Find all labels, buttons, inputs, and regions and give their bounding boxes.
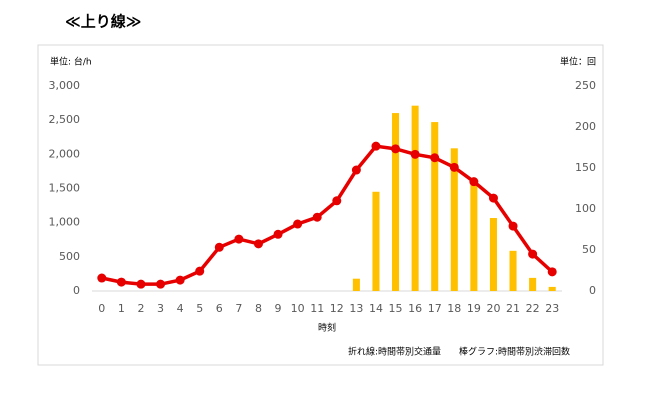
x-tick-label: 6 — [216, 302, 223, 315]
x-tick-label: 20 — [486, 302, 500, 315]
bar — [470, 182, 478, 291]
annotation: 棒グラフ:時間帯別渋滞回数 — [459, 346, 570, 358]
x-tick-label: 0 — [98, 302, 105, 315]
x-tick-label: 10 — [291, 302, 305, 315]
line-marker — [293, 219, 303, 229]
x-tick-label: 1 — [118, 302, 125, 315]
y2-tick-label: 250 — [575, 79, 596, 92]
line-marker — [410, 149, 420, 159]
line-marker — [253, 239, 263, 249]
x-tick-label: 3 — [157, 302, 164, 315]
chart-frame — [37, 44, 604, 366]
y2-tick-label: 150 — [575, 161, 596, 174]
x-tick-label: 15 — [389, 302, 403, 315]
y2-unit-label: 単位：回 — [560, 56, 596, 68]
x-tick-label: 11 — [310, 302, 324, 315]
x-tick-label: 17 — [428, 302, 442, 315]
x-tick-label: 12 — [330, 302, 344, 315]
line-marker — [97, 273, 107, 283]
y-tick-label: 1,000 — [49, 216, 81, 229]
line — [101, 144, 554, 286]
line-marker — [195, 266, 205, 276]
y-unit-label: 単位: 台/h — [50, 56, 92, 68]
x-axis-label: 時刻 — [318, 322, 336, 334]
bar — [509, 250, 517, 291]
x-tick-label: 2 — [137, 302, 144, 315]
bar — [372, 191, 380, 291]
bar — [392, 113, 400, 291]
bar — [489, 218, 497, 291]
line-marker — [488, 193, 498, 203]
bar — [450, 148, 458, 291]
y-tick-label: 0 — [73, 284, 80, 297]
y2-tick-label: 100 — [575, 202, 596, 215]
line-marker — [371, 141, 381, 151]
line-marker — [175, 275, 185, 285]
x-tick-label: 14 — [369, 302, 383, 315]
y2-tick-label: 0 — [589, 284, 596, 297]
x-tick-label: 18 — [447, 302, 461, 315]
line-marker — [156, 279, 166, 289]
bar — [529, 277, 537, 291]
x-tick-label: 7 — [235, 302, 242, 315]
chart-title: ≪上り線≫ — [65, 13, 141, 31]
x-tick-label: 9 — [275, 302, 282, 315]
line-marker — [528, 249, 538, 259]
x-tick-label: 13 — [349, 302, 363, 315]
line-marker — [351, 165, 361, 175]
line-marker — [312, 212, 322, 222]
bar — [352, 278, 360, 291]
bar — [411, 105, 419, 292]
y-tick-label: 2,500 — [49, 113, 81, 126]
line-marker — [273, 229, 283, 239]
y-tick-label: 2,000 — [49, 147, 81, 160]
y2-tick-label: 50 — [582, 243, 596, 256]
line-marker — [214, 242, 224, 252]
x-tick-label: 5 — [196, 302, 203, 315]
x-tick-label: 8 — [255, 302, 262, 315]
line-marker — [234, 234, 244, 244]
x-tick-label: 23 — [545, 302, 559, 315]
line-marker — [430, 153, 440, 163]
line-marker — [469, 177, 479, 187]
annotation: 折れ線:時間帯別交通量 — [348, 346, 441, 358]
x-tick-label: 22 — [526, 302, 540, 315]
line-marker — [391, 144, 401, 154]
x-tick-label: 16 — [408, 302, 422, 315]
line-marker — [332, 196, 342, 206]
line-marker — [116, 277, 126, 287]
x-tick-label: 19 — [467, 302, 481, 315]
x-tick-label: 4 — [177, 302, 184, 315]
bar — [431, 122, 439, 291]
y-tick-label: 3,000 — [49, 79, 81, 92]
line-marker — [136, 279, 146, 289]
y2-tick-label: 200 — [575, 120, 596, 133]
line-marker — [508, 221, 518, 231]
y-tick-label: 500 — [59, 250, 80, 263]
y-tick-label: 1,500 — [49, 182, 81, 195]
bar — [548, 286, 556, 291]
x-tick-label: 21 — [506, 302, 520, 315]
line-marker — [449, 162, 459, 172]
line-marker — [547, 267, 557, 277]
